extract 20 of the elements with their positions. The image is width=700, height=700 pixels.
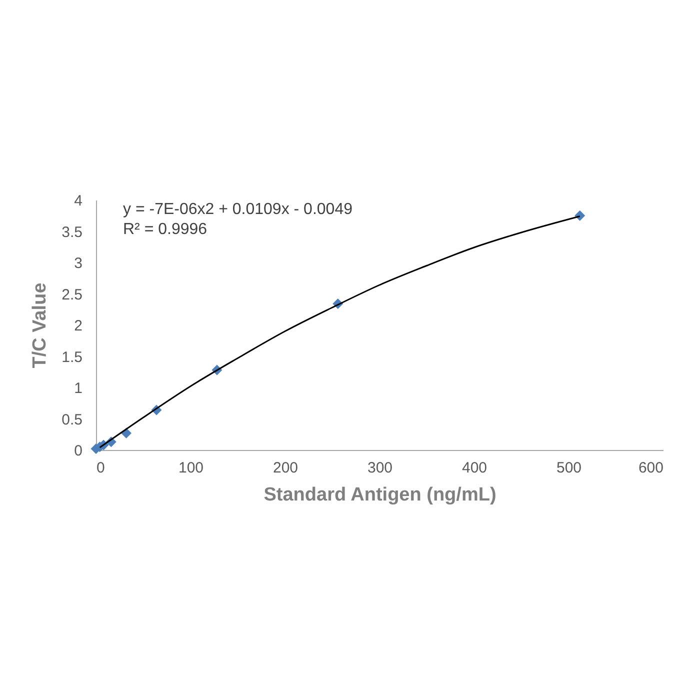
y-axis-title: T/C Value: [30, 282, 51, 368]
x-tick-label: 400: [462, 460, 488, 476]
y-tick-label: 1.5: [62, 348, 82, 366]
y-tick-label: 4: [74, 192, 82, 210]
y-tick-label: 1: [74, 380, 82, 397]
y-tick-label: 0.5: [62, 411, 82, 428]
x-tick-label: 300: [367, 460, 393, 476]
y-tick-label: 0: [74, 442, 82, 460]
y-tick-label: 2: [74, 318, 82, 334]
y-tick-label: 3: [74, 255, 82, 272]
x-tick-label: 0: [96, 460, 105, 476]
annotation: R² = 0.9996: [123, 221, 208, 238]
x-tick-label: 600: [638, 460, 664, 476]
x-tick-label: 100: [178, 460, 204, 476]
x-tick-label: 200: [272, 460, 298, 476]
x-tick-label: 500: [556, 460, 582, 476]
annotation: y = -7E-06x2 + 0.0109x - 0.0049: [123, 201, 353, 218]
y-tick-label: 3.5: [62, 224, 82, 241]
x-axis-title: Standard Antigen (ng/mL): [264, 484, 496, 506]
y-tick-label: 2.5: [62, 286, 82, 304]
